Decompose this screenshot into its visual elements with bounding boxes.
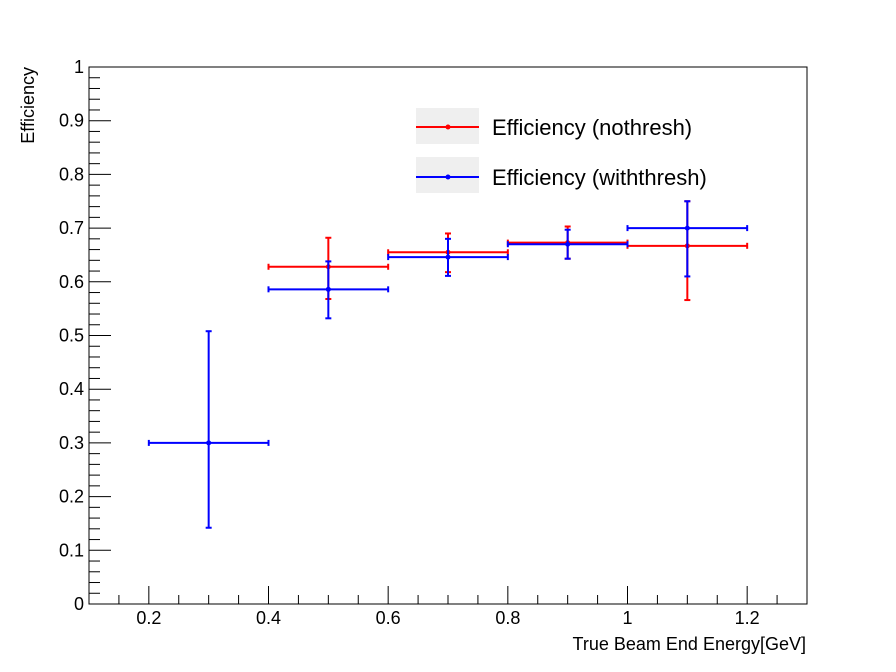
data-point bbox=[325, 286, 331, 292]
data-point bbox=[565, 241, 571, 247]
legend-entry-nothresh: Efficiency (nothresh) bbox=[416, 108, 692, 144]
x-tick-label: 0.8 bbox=[495, 608, 520, 628]
y-tick-label: 0.6 bbox=[59, 272, 84, 292]
x-tick-label: 1.2 bbox=[735, 608, 760, 628]
y-tick-label: 0.4 bbox=[59, 379, 84, 399]
y-tick-label: 0.5 bbox=[59, 326, 84, 346]
legend-marker-nothresh bbox=[445, 124, 451, 130]
series-withthresh bbox=[147, 200, 749, 529]
data-point bbox=[206, 440, 212, 446]
y-tick-label: 0.9 bbox=[59, 111, 84, 131]
y-tick-label: 0.1 bbox=[59, 540, 84, 560]
legend-marker-withthresh bbox=[445, 174, 451, 180]
series-layer bbox=[147, 200, 749, 529]
series-nothresh bbox=[267, 200, 749, 302]
data-point bbox=[684, 225, 690, 231]
legend-label-nothresh: Efficiency (nothresh) bbox=[492, 115, 692, 140]
x-tick-label: 0.2 bbox=[136, 608, 161, 628]
y-tick-label: 1 bbox=[74, 57, 84, 77]
y-tick-label: 0.2 bbox=[59, 487, 84, 507]
x-tick-label: 0.4 bbox=[256, 608, 281, 628]
y-tick-label: 0.3 bbox=[59, 433, 84, 453]
plot-frame bbox=[88, 66, 808, 605]
y-tick-label: 0.7 bbox=[59, 218, 84, 238]
y-axis: 0 0.1 0.2 0.3 0.4 0.5 0.6 0.7 0.8 0.9 1 bbox=[59, 57, 111, 614]
x-tick-label: 0.6 bbox=[376, 608, 401, 628]
y-tick-label: 0 bbox=[74, 594, 84, 614]
x-axis-label: True Beam End Energy[GeV] bbox=[573, 634, 806, 654]
y-axis-label: Efficiency bbox=[18, 67, 38, 144]
x-axis: 0.2 0.4 0.6 0.8 1 1.2 bbox=[88, 586, 808, 628]
y-tick-label: 0.8 bbox=[59, 164, 84, 184]
x-tick-label: 1 bbox=[622, 608, 632, 628]
legend-entry-withthresh: Efficiency (withthresh) bbox=[416, 157, 707, 193]
data-point bbox=[445, 254, 451, 260]
legend: Efficiency (nothresh) Efficiency (withth… bbox=[416, 108, 707, 193]
legend-label-withthresh: Efficiency (withthresh) bbox=[492, 165, 707, 190]
